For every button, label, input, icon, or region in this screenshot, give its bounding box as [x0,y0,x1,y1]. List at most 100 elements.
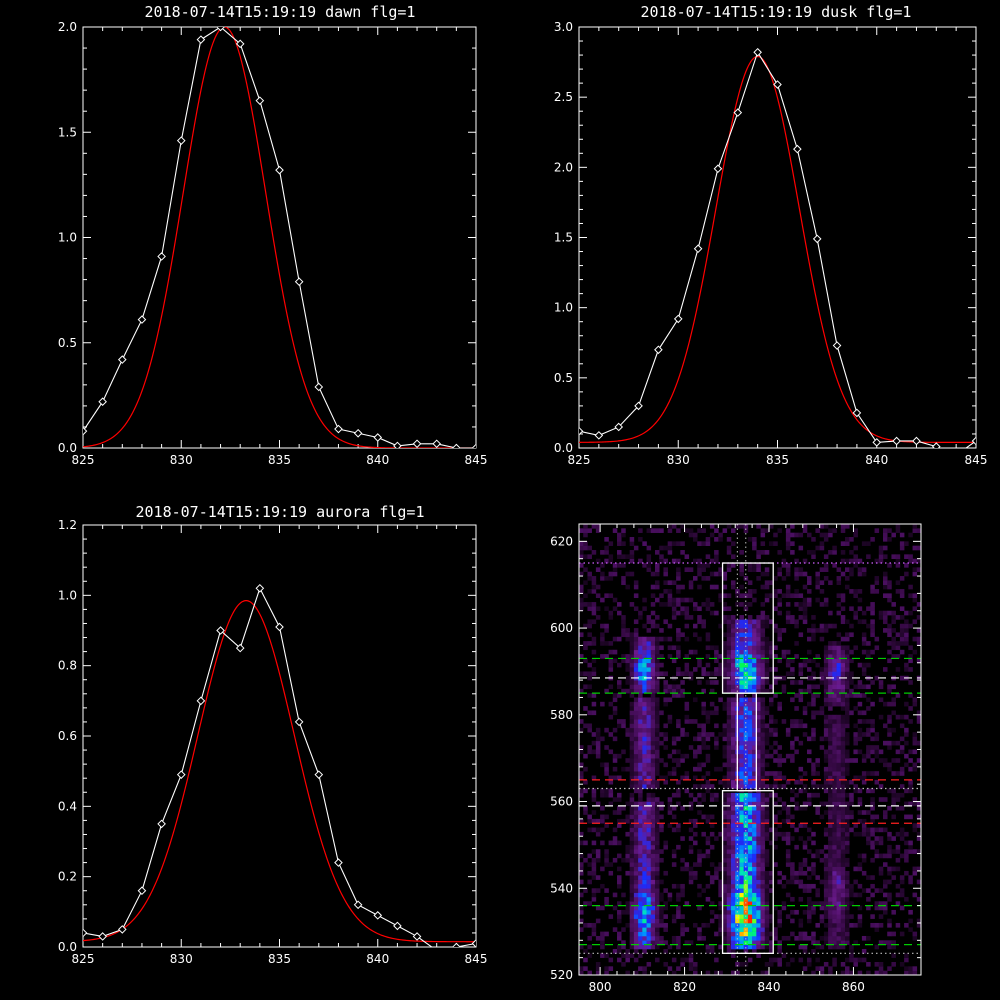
image-pixel [849,649,854,655]
image-pixel [747,758,753,763]
image-pixel [828,883,833,889]
image-pixel [866,719,871,724]
image-pixel [916,896,921,902]
image-pixel [916,636,921,642]
image-pixel [650,862,656,867]
image-pixel [874,849,880,854]
image-pixel [895,857,901,863]
image-pixel [743,714,749,720]
image-pixel [807,792,812,798]
image-pixel [811,766,816,772]
image-pixel [832,810,837,815]
image-pixel [874,771,880,776]
image-pixel [718,766,723,772]
image-pixel [756,779,761,785]
image-pixel [650,697,656,703]
image-pixel [781,836,787,841]
image-pixel [752,827,757,833]
image-pixel [735,970,740,975]
image-pixel [676,541,681,546]
image-pixel [595,966,601,971]
image-pixel [591,797,597,802]
image-pixel [659,528,664,533]
image-pixel [845,649,850,655]
image-pixel [828,714,833,720]
image-pixel [747,623,753,629]
image-pixel [845,524,850,529]
image-pixel [591,701,597,707]
image-pixel [633,684,639,690]
image-pixel [840,654,846,659]
image-pixel [600,944,605,950]
image-pixel [735,602,740,607]
image-pixel [633,896,639,902]
image-pixel [899,931,905,937]
image-pixel [785,831,791,837]
image-pixel [735,649,740,655]
image-pixel [823,779,829,785]
image-pixel [722,593,728,599]
image-pixel [633,948,639,954]
image-pixel [587,944,592,950]
image-pixel [735,641,740,646]
image-pixel [756,632,761,638]
image-pixel [722,571,728,577]
image-pixel [684,667,690,672]
image-pixel [794,641,799,646]
image-pixel [587,727,592,733]
dusk-data-point [713,164,723,174]
image-pixel [676,966,681,971]
image-pixel [802,610,808,616]
image-pixel [591,922,597,928]
image-pixel [878,797,884,802]
image-pixel [646,810,652,815]
image-pixel [756,879,761,885]
image-pixel [604,558,609,564]
image-pixel [845,736,850,742]
image-pixel [743,870,749,876]
dawn-data-point [255,96,265,105]
image-pixel [828,649,833,655]
image-pixel [747,827,753,833]
dusk-data-point [733,108,743,117]
image-pixel [638,844,643,850]
image-pixel [752,563,757,568]
image-pixel [650,649,656,655]
image-pixel [807,957,812,963]
image-pixel [726,697,732,703]
image-pixel [663,688,668,694]
dawn-data-point [275,165,284,175]
image-pixel [887,922,892,928]
image-pixel [629,740,635,746]
image-pixel [617,810,622,815]
image-pixel [608,658,614,664]
image-pixel [807,688,812,694]
image-pixel [752,805,757,811]
image-pixel [836,693,842,698]
image-pixel [650,827,656,833]
image-pixel [633,667,639,672]
image-pixel [650,914,656,919]
dusk-data-point [832,341,842,350]
image-pixel [785,862,791,867]
image-pixel [874,636,880,642]
image-pixel [705,970,711,975]
image-pixel [823,563,829,568]
image-pixel [823,935,829,941]
image-pixel [701,814,706,820]
image-pixel [629,779,635,785]
image-pixel [646,836,652,841]
image-pixel [646,680,652,685]
image-pixel [853,693,858,698]
image-pixel [836,736,842,742]
aurora-ytick-label: 1.2 [58,518,77,532]
image-pixel [887,580,892,586]
image-pixel [705,537,711,542]
image-pixel [777,944,782,950]
image-pixel [583,554,588,559]
aurora-data-point [216,626,225,635]
image-pixel [583,888,588,893]
image-pixel [760,550,766,555]
image-pixel [676,944,681,950]
image-pixel [722,896,728,902]
